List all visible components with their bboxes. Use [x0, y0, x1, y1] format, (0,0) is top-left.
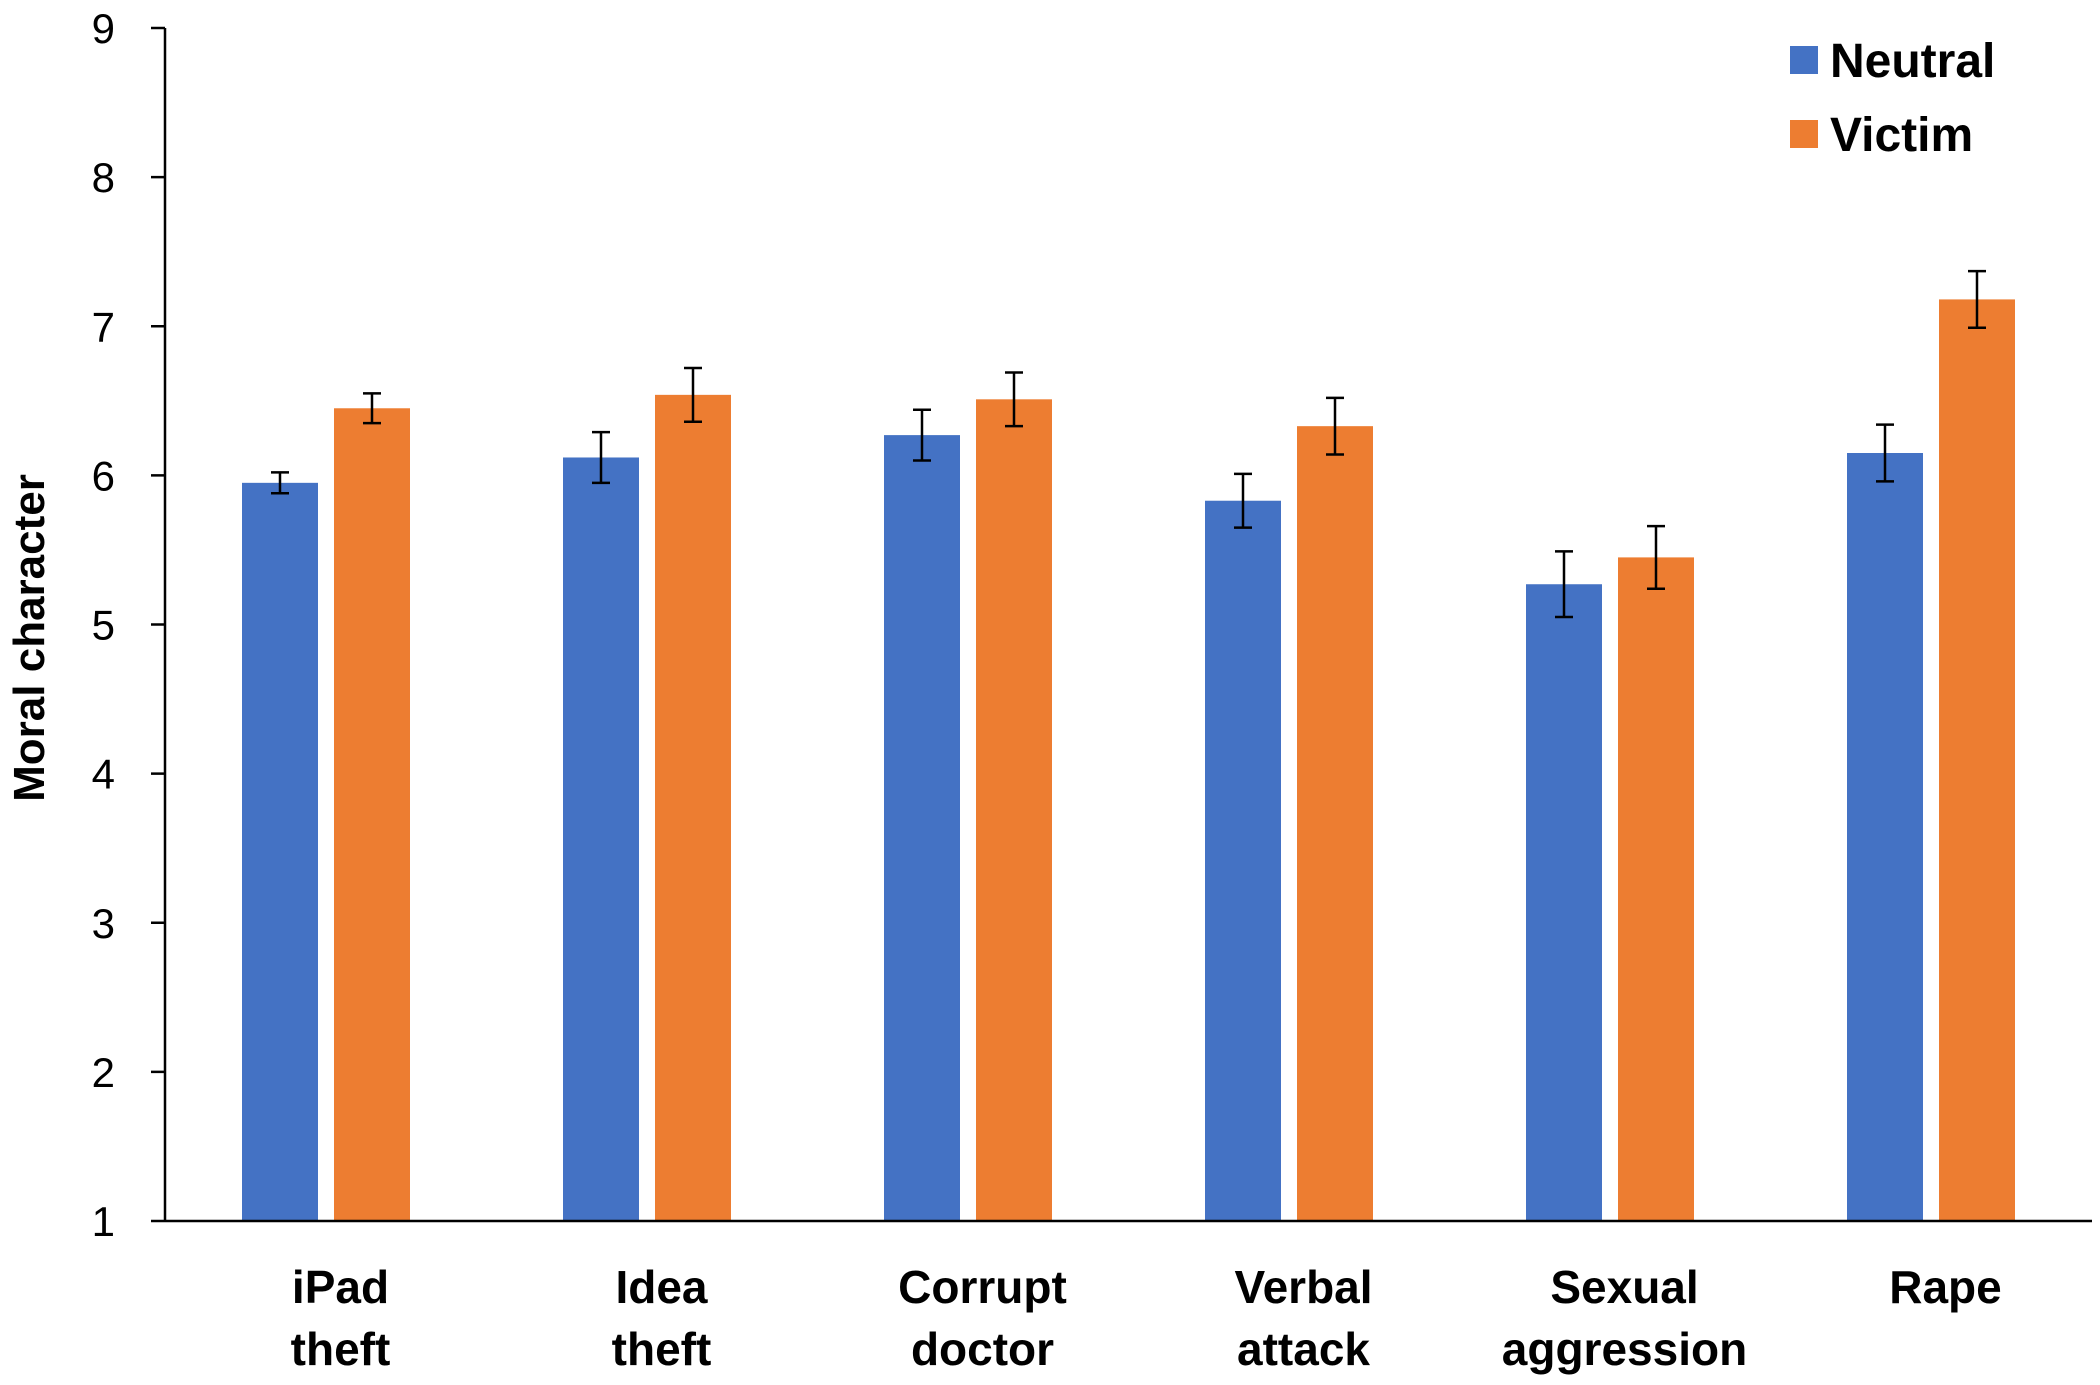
legend-item-victim: Victim: [1790, 109, 1973, 162]
x-tick-label: theft: [291, 1323, 391, 1375]
error-bar-victim-3: [1005, 371, 1023, 428]
x-tick-label: theft: [612, 1323, 712, 1375]
bar-victim-2: [655, 394, 731, 1221]
bar-neutral-3: [884, 435, 960, 1222]
bar-victim-6: [1939, 299, 2015, 1222]
y-tick-label: 4: [92, 751, 115, 798]
bar-victim-5: [1618, 557, 1694, 1221]
x-tick-label: aggression: [1502, 1323, 1747, 1375]
x-tick-label: iPad: [292, 1261, 389, 1313]
error-bar-victim-2: [684, 366, 702, 423]
legend-label: Neutral: [1830, 35, 1995, 88]
error-bar-neutral-1: [271, 471, 289, 495]
bar-neutral-1: [242, 482, 318, 1221]
error-bar-victim-4: [1326, 396, 1344, 456]
legend-swatch: [1790, 46, 1818, 74]
y-tick-label: 6: [92, 452, 115, 499]
x-tick-label: Rape: [1889, 1261, 2001, 1313]
y-tick-label: 2: [92, 1049, 115, 1096]
bars-layer: [242, 299, 2015, 1222]
legend: Neutral Victim: [1790, 35, 1995, 162]
error-bar-neutral-6: [1876, 423, 1894, 483]
x-tick-label: Sexual: [1550, 1261, 1698, 1313]
y-axis-title: Moral character: [5, 474, 54, 802]
error-bar-victim-5: [1647, 524, 1665, 590]
y-tick-label: 7: [92, 303, 115, 350]
x-tick-label: doctor: [911, 1323, 1054, 1375]
legend-item-neutral: Neutral: [1790, 35, 1995, 88]
bar-neutral-5: [1526, 584, 1602, 1221]
x-tick-label: Verbal: [1234, 1261, 1372, 1313]
y-tick-label: 5: [92, 602, 115, 649]
bar-victim-3: [976, 399, 1052, 1221]
error-bar-neutral-3: [913, 408, 931, 462]
bar-neutral-4: [1205, 500, 1281, 1221]
x-tick-label: attack: [1237, 1323, 1370, 1375]
bar-victim-1: [334, 408, 410, 1221]
error-bar-neutral-5: [1555, 550, 1573, 619]
legend-swatch: [1790, 120, 1818, 148]
y-tick-label: 8: [92, 154, 115, 201]
bar-neutral-2: [563, 457, 639, 1222]
y-tick-label: 1: [92, 1198, 115, 1245]
labels-layer: iPad theft Idea theft Corrupt doctor Verbal att…: [92, 5, 2002, 1375]
y-tick-label: 3: [92, 900, 115, 947]
y-tick-label: 9: [92, 5, 115, 52]
legend-label: Victim: [1830, 109, 1973, 162]
error-bar-neutral-4: [1234, 472, 1252, 529]
error-bars-layer: [271, 269, 1986, 619]
error-bar-neutral-2: [592, 430, 610, 485]
bar-victim-4: [1297, 426, 1373, 1221]
x-tick-label: Idea: [615, 1261, 707, 1313]
error-bar-victim-6: [1968, 269, 1986, 329]
error-bar-victim-1: [363, 392, 381, 425]
axes-layer: [151, 26, 2092, 1223]
bar-neutral-6: [1847, 453, 1923, 1222]
x-tick-label: Corrupt: [898, 1261, 1067, 1313]
